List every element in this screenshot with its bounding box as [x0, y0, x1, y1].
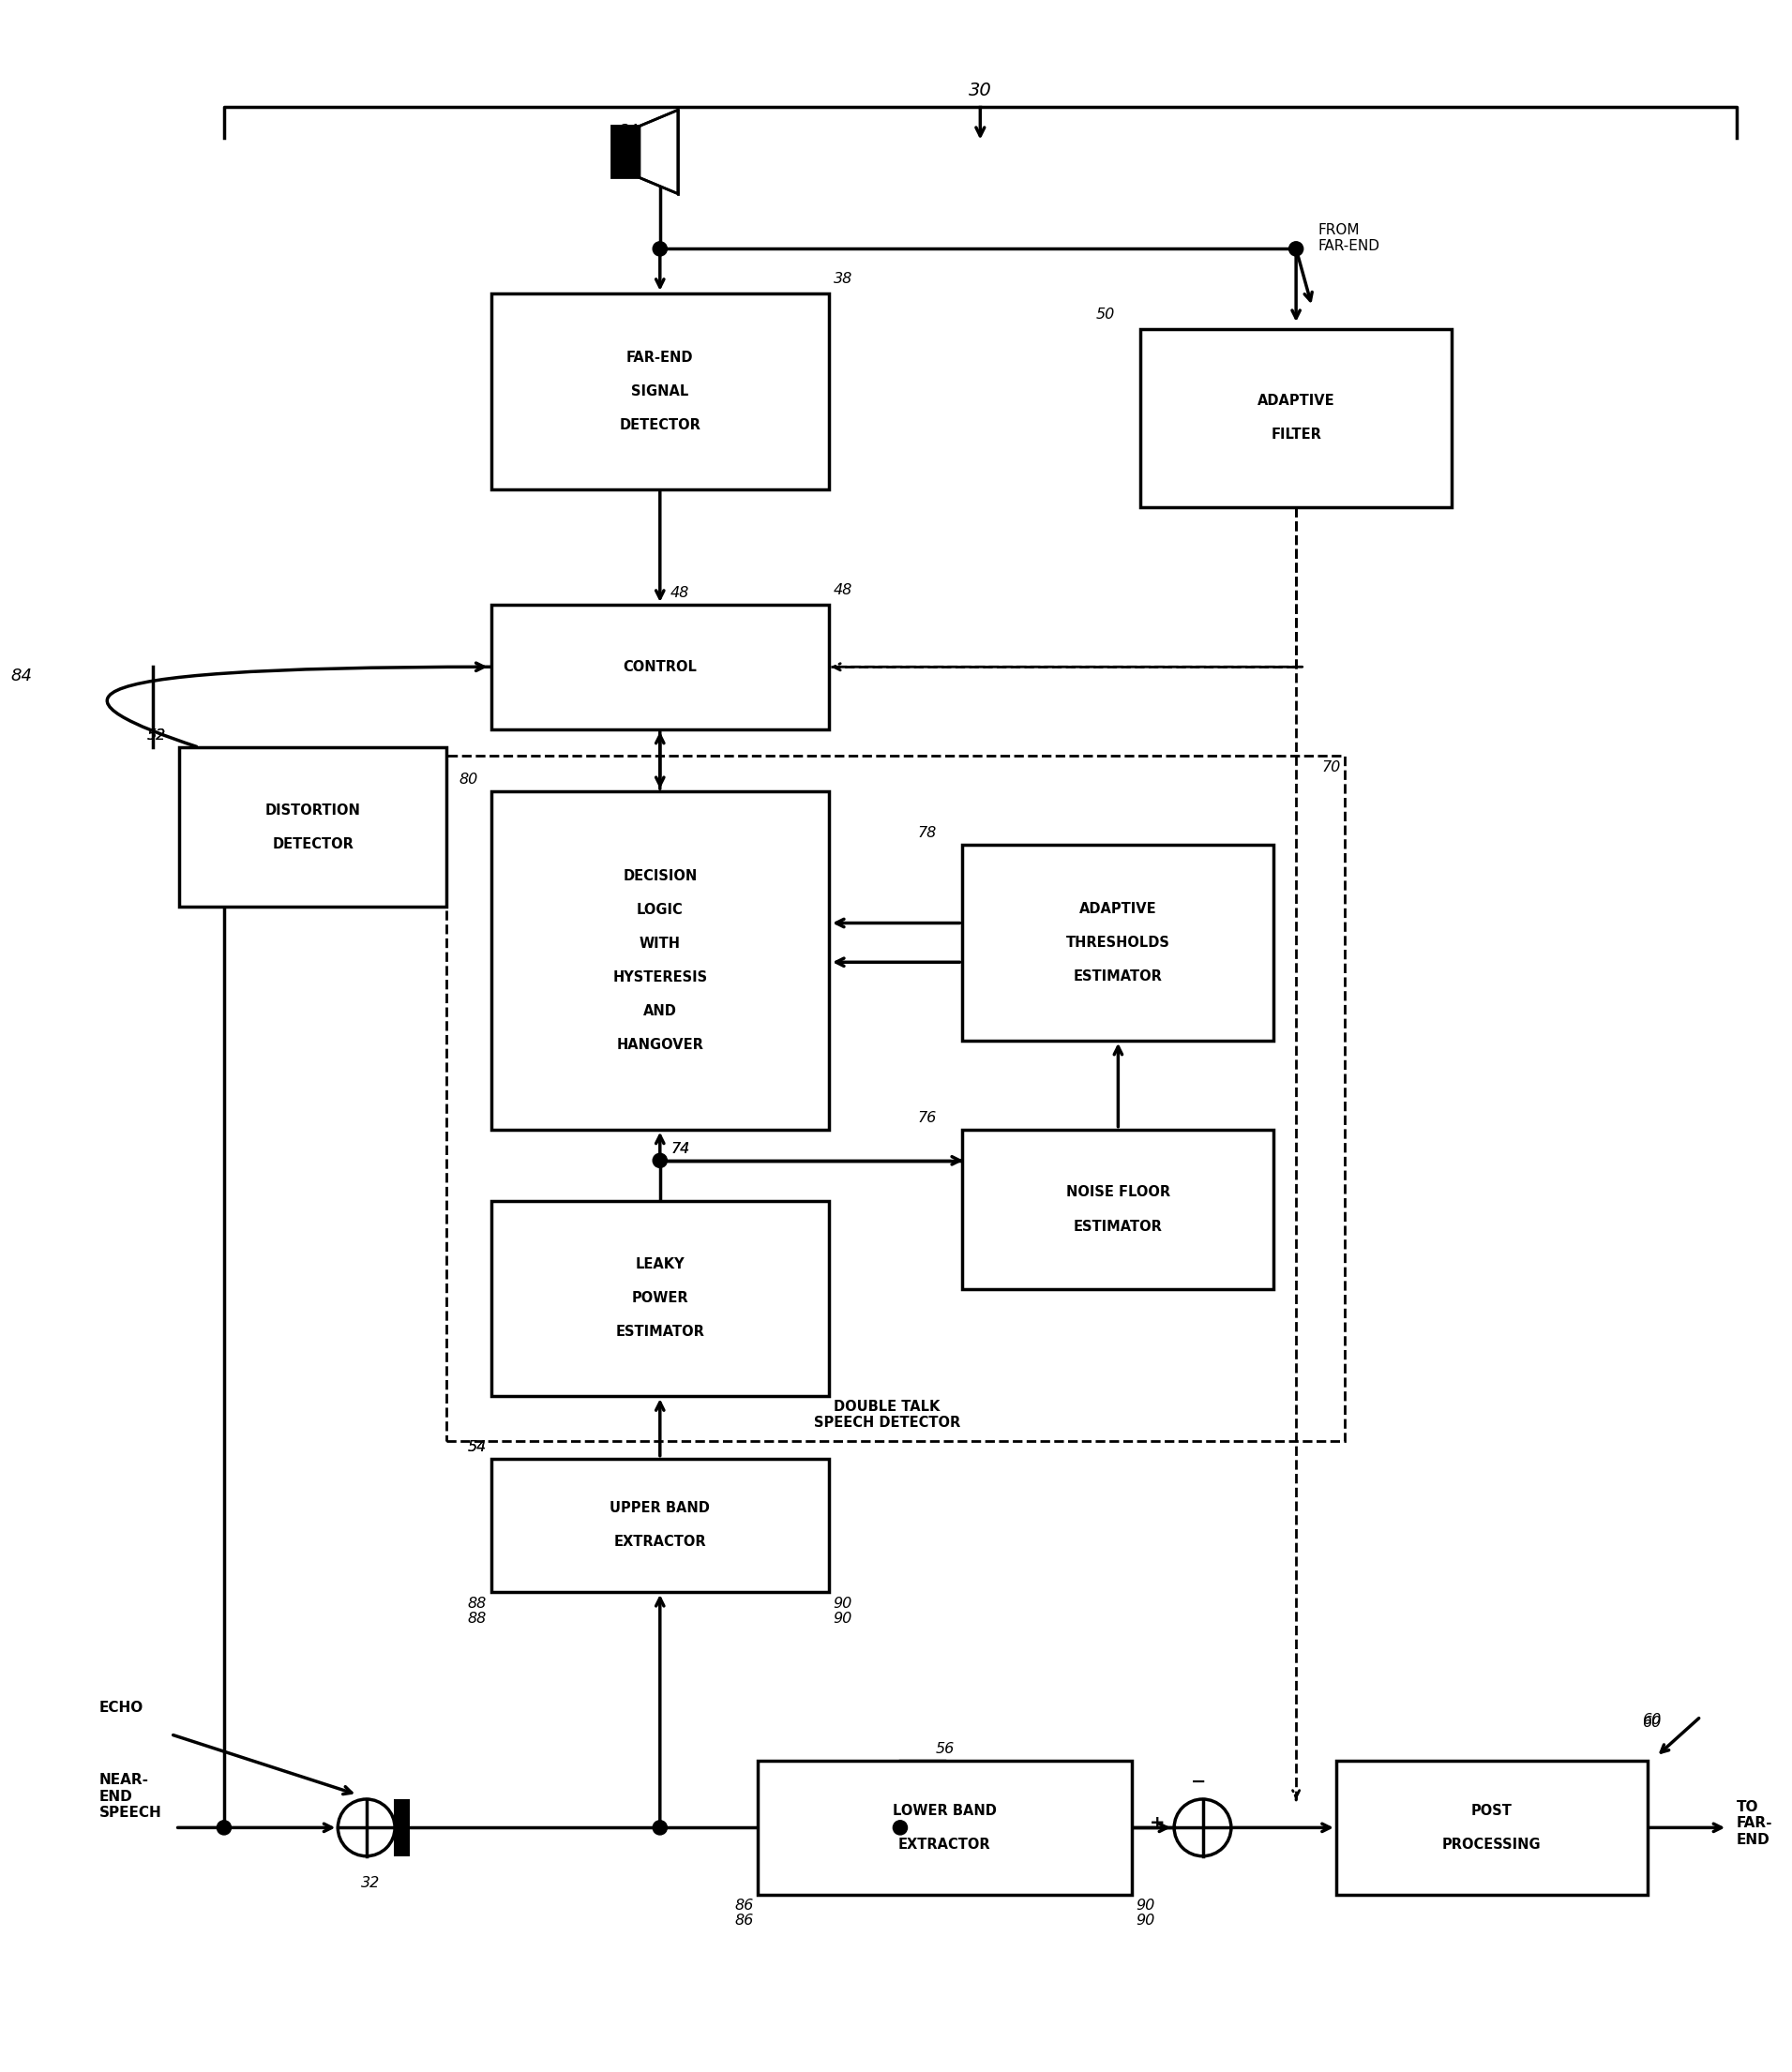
- Text: DOUBLE TALK
SPEECH DETECTOR: DOUBLE TALK SPEECH DETECTOR: [814, 1401, 961, 1430]
- Text: 52: 52: [147, 729, 167, 742]
- Text: 90: 90: [1136, 1915, 1154, 1927]
- FancyBboxPatch shape: [491, 294, 830, 489]
- Text: 38: 38: [833, 271, 853, 286]
- Text: PROCESSING: PROCESSING: [1443, 1838, 1541, 1852]
- Text: LOWER BAND: LOWER BAND: [892, 1805, 996, 1817]
- Text: 60: 60: [1643, 1716, 1661, 1730]
- Text: 76: 76: [918, 1111, 937, 1125]
- Text: 90: 90: [833, 1595, 853, 1610]
- Text: POST: POST: [1471, 1805, 1512, 1817]
- Text: POWER: POWER: [631, 1291, 688, 1305]
- FancyBboxPatch shape: [1337, 1761, 1647, 1894]
- Text: FROM
FAR-END: FROM FAR-END: [1319, 224, 1380, 253]
- Text: ESTIMATOR: ESTIMATOR: [1073, 970, 1163, 984]
- Circle shape: [217, 1821, 231, 1834]
- Text: 32: 32: [362, 1875, 380, 1890]
- FancyBboxPatch shape: [611, 126, 640, 178]
- Circle shape: [1288, 242, 1303, 257]
- Text: 50: 50: [1097, 307, 1115, 321]
- Text: ADAPTIVE: ADAPTIVE: [1079, 901, 1158, 916]
- Text: SIGNAL: SIGNAL: [631, 383, 688, 398]
- Text: CONTROL: CONTROL: [624, 659, 697, 673]
- Text: 78: 78: [918, 827, 937, 841]
- FancyBboxPatch shape: [491, 605, 830, 729]
- Text: 52: 52: [147, 729, 167, 742]
- Text: HYSTERESIS: HYSTERESIS: [613, 970, 708, 984]
- Text: ESTIMATOR: ESTIMATOR: [1073, 1218, 1163, 1233]
- Circle shape: [652, 1821, 667, 1834]
- Text: 48: 48: [670, 586, 690, 601]
- FancyBboxPatch shape: [758, 1761, 1131, 1894]
- Text: 86: 86: [735, 1898, 753, 1912]
- Circle shape: [652, 1154, 667, 1169]
- Text: EXTRACTOR: EXTRACTOR: [898, 1838, 991, 1852]
- Text: 90: 90: [833, 1612, 853, 1627]
- Text: THRESHOLDS: THRESHOLDS: [1066, 937, 1170, 949]
- FancyBboxPatch shape: [394, 1798, 410, 1857]
- Text: DECISION: DECISION: [624, 868, 697, 883]
- Text: 88: 88: [468, 1612, 486, 1627]
- Text: AND: AND: [643, 1005, 677, 1017]
- FancyBboxPatch shape: [611, 126, 640, 178]
- Text: 70: 70: [1321, 760, 1340, 775]
- Text: 84: 84: [11, 667, 32, 684]
- FancyBboxPatch shape: [962, 845, 1274, 1040]
- Text: 80: 80: [459, 773, 478, 787]
- Text: 74: 74: [670, 1142, 690, 1156]
- Text: ADAPTIVE: ADAPTIVE: [1258, 394, 1335, 408]
- Text: DISTORTION: DISTORTION: [265, 804, 360, 816]
- Text: HANGOVER: HANGOVER: [616, 1038, 704, 1053]
- Text: UPPER BAND: UPPER BAND: [609, 1502, 710, 1515]
- Text: NOISE FLOOR: NOISE FLOOR: [1066, 1185, 1170, 1200]
- Text: −: −: [1190, 1772, 1206, 1790]
- FancyBboxPatch shape: [491, 792, 830, 1129]
- Polygon shape: [640, 110, 677, 193]
- Text: 30: 30: [969, 81, 991, 99]
- Text: 88: 88: [468, 1595, 486, 1610]
- Polygon shape: [640, 110, 677, 193]
- Text: ESTIMATOR: ESTIMATOR: [615, 1326, 704, 1339]
- Text: WITH: WITH: [640, 937, 681, 951]
- Text: DETECTOR: DETECTOR: [620, 419, 701, 431]
- Text: ECHO: ECHO: [100, 1701, 143, 1716]
- FancyBboxPatch shape: [491, 1459, 830, 1591]
- Text: LEAKY: LEAKY: [636, 1258, 685, 1272]
- Text: TO
FAR-
END: TO FAR- END: [1736, 1801, 1772, 1846]
- Text: FAR-END: FAR-END: [627, 350, 694, 365]
- Text: EXTRACTOR: EXTRACTOR: [613, 1535, 706, 1550]
- FancyBboxPatch shape: [1140, 329, 1452, 508]
- Circle shape: [652, 242, 667, 257]
- Text: 86: 86: [735, 1915, 753, 1927]
- Text: 34: 34: [620, 124, 640, 137]
- Text: 74: 74: [670, 1142, 690, 1156]
- Text: 60: 60: [1643, 1714, 1661, 1728]
- FancyBboxPatch shape: [962, 1129, 1274, 1289]
- Circle shape: [892, 1821, 907, 1834]
- FancyBboxPatch shape: [179, 746, 446, 908]
- Text: LOGIC: LOGIC: [636, 903, 683, 916]
- Text: 54: 54: [468, 1440, 486, 1455]
- Text: 54: 54: [468, 1440, 486, 1455]
- Text: +: +: [1150, 1815, 1165, 1832]
- Text: DETECTOR: DETECTOR: [272, 837, 353, 852]
- Text: NEAR-
END
SPEECH: NEAR- END SPEECH: [100, 1774, 161, 1819]
- Text: FILTER: FILTER: [1271, 427, 1321, 441]
- Text: 48: 48: [833, 584, 853, 597]
- Text: 56: 56: [935, 1743, 953, 1757]
- FancyBboxPatch shape: [491, 1200, 830, 1397]
- Text: 90: 90: [1136, 1898, 1154, 1912]
